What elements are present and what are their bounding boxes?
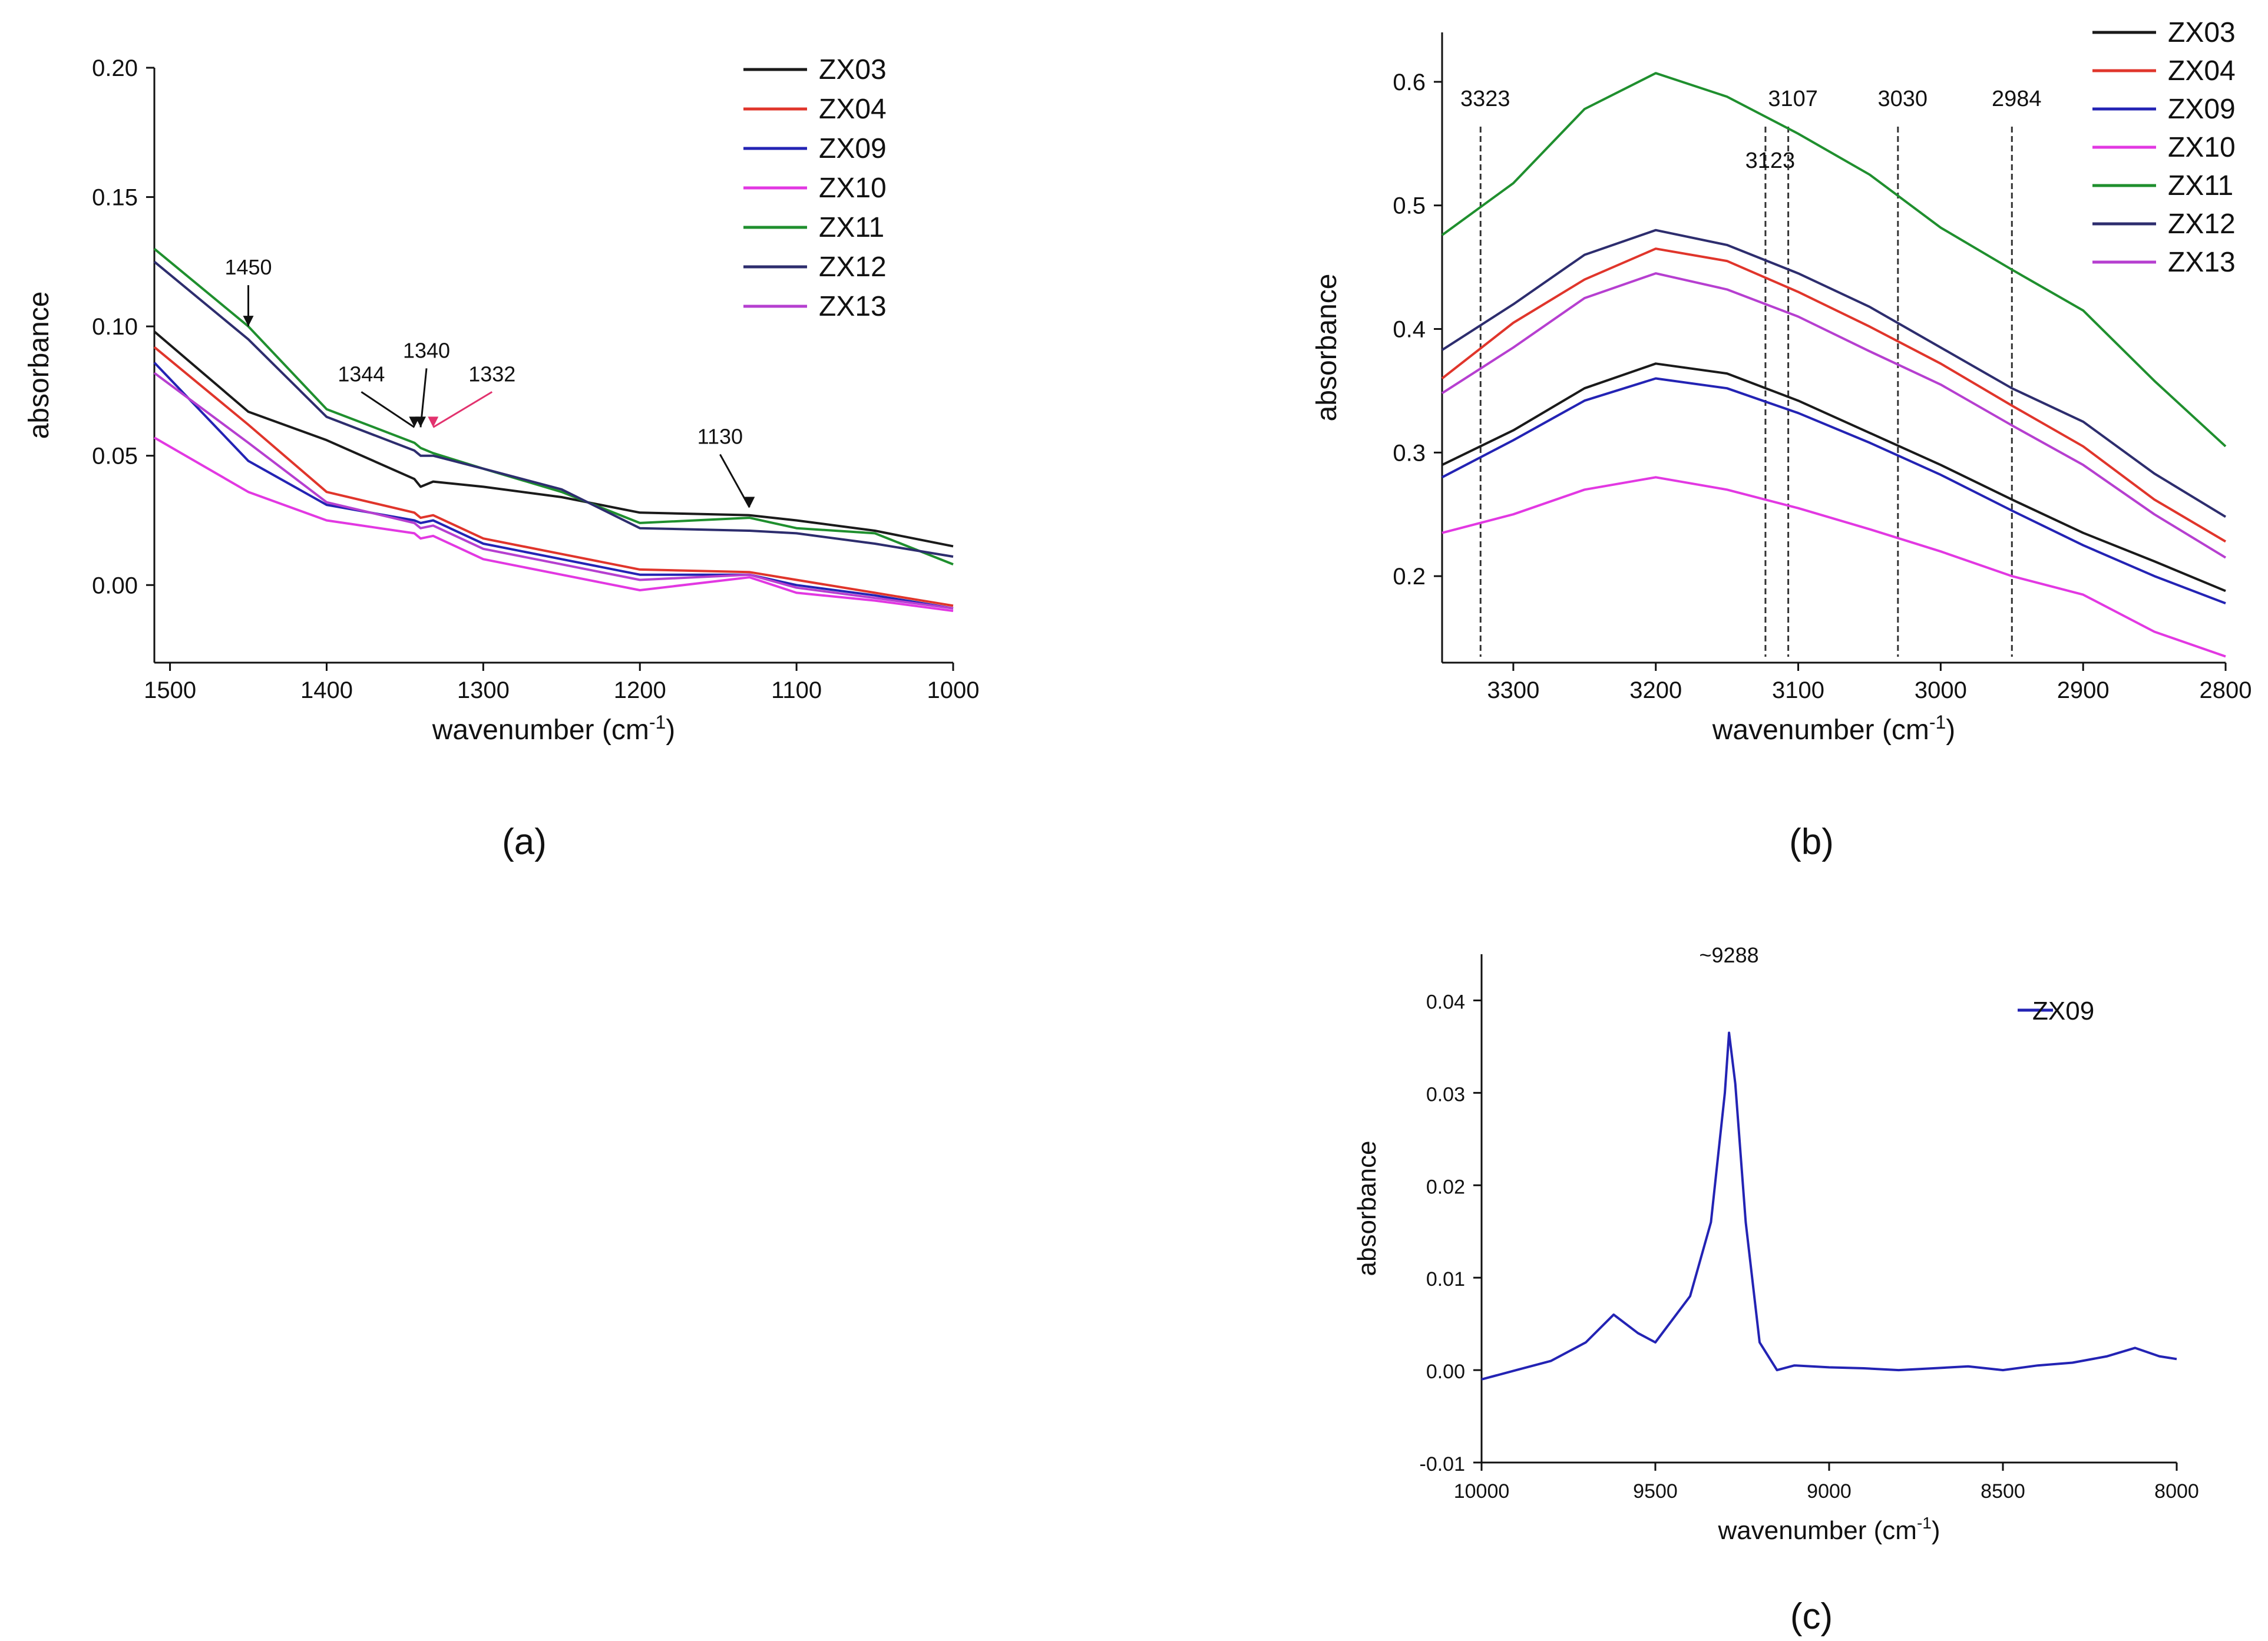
panel-b-legend-label: ZX04 — [2168, 55, 2236, 87]
panel-a-series-ZX04 — [153, 346, 954, 607]
panel-b-series-ZX11 — [1441, 72, 2227, 448]
panel-b-reference-label: 3123 — [1745, 148, 1796, 173]
panel-c-y-tick-label: -0.01 — [1420, 1453, 1466, 1475]
panel-a-series-ZX03 — [153, 330, 954, 548]
panel-b-x-tick-label: 3200 — [1629, 677, 1682, 703]
panel-b-series-ZX13 — [1441, 272, 2227, 559]
panel-a-legend-label: ZX12 — [819, 252, 887, 283]
panel-c-y-axis-label: absorbance — [1353, 1141, 1381, 1276]
panel-a-legend-label: ZX10 — [819, 173, 887, 204]
panel-b-legend-label: ZX10 — [2168, 132, 2236, 163]
panel-c-y-tick-label: 0.02 — [1426, 1176, 1465, 1198]
panel-c-series-ZX09 — [1481, 1031, 2177, 1381]
panel-b-y-tick-label: 0.3 — [1393, 440, 1426, 466]
panel-a-y-tick-label: 0.15 — [92, 185, 138, 211]
panel-b-reference-label: 3107 — [1768, 87, 1818, 111]
panel-c-annotation-label: ~9288 — [1700, 943, 1759, 967]
panel-b-series-ZX09 — [1442, 377, 2226, 605]
panel-a-annotation-label: 1344 — [338, 362, 385, 386]
panel-a-x-tick-label: 1400 — [300, 677, 353, 703]
panel-b-y-tick-label: 0.4 — [1393, 317, 1426, 343]
panel-b-series-ZX12 — [1441, 229, 2227, 518]
panel-a-legend-label: ZX03 — [819, 54, 887, 85]
panel-b-x-axis-label: wavenumber (cm-1) — [1712, 712, 1956, 746]
panel-a-annotation-arrow — [719, 454, 751, 508]
panel-c-y-tick-label: 0.01 — [1426, 1268, 1465, 1291]
panel-b-legend-label: ZX11 — [2168, 170, 2233, 201]
panel-a-series-ZX10 — [153, 436, 954, 613]
panel-a-x-axis-label: wavenumber (cm-1) — [432, 712, 676, 746]
panel-b-x-tick-label: 2800 — [2200, 677, 2252, 703]
panel-a-annotation-label: 1130 — [697, 425, 743, 449]
panel-b-y-tick-label: 0.6 — [1393, 70, 1426, 95]
panel-a-legend-label: ZX13 — [819, 291, 887, 322]
panel-b-series-ZX03 — [1442, 362, 2226, 593]
panel-a-annotation-arrowhead — [744, 497, 755, 508]
panel-a-annotation-arrow — [361, 391, 415, 428]
panel-a-legend-label: ZX11 — [819, 212, 884, 243]
panel-a-caption: (a) — [502, 822, 547, 862]
panel-a-x-tick-label: 1300 — [457, 677, 510, 703]
panel-a-x-tick-label: 1100 — [771, 677, 822, 703]
panel-b-x-tick-label: 3300 — [1487, 677, 1539, 703]
panel-b-legend-label: ZX09 — [2168, 94, 2236, 125]
panel-a-annotation-arrowhead — [428, 416, 439, 428]
panel-a-x-tick-label: 1200 — [614, 677, 666, 703]
panel-b-x-tick-label: 3000 — [1915, 677, 1967, 703]
panel-c-x-tick-label: 8000 — [2154, 1480, 2199, 1503]
panel-c-legend-label: ZX09 — [2032, 997, 2094, 1025]
panel-b-legend-label: ZX12 — [2168, 209, 2236, 240]
panel-a-series-ZX13 — [153, 372, 954, 610]
panel-a-annotation-label: 1340 — [403, 338, 450, 362]
panel-a-legend-label: ZX04 — [819, 94, 887, 125]
panel-b-legend-label: ZX03 — [2168, 17, 2236, 48]
panel-a-x-tick-label: 1000 — [927, 677, 980, 703]
panel-a-plot-area: 1500 1400 1300 1200 1100 1000 0.00 0.05 0.10 0.15… — [24, 54, 979, 746]
panel-b-y-axis-label: absorbance — [1311, 274, 1343, 422]
panel-b-series-ZX10 — [1442, 476, 2226, 658]
panel-c-y-tick-label: 0.04 — [1426, 991, 1465, 1013]
panel-b-reference-label: 2984 — [1992, 87, 2042, 111]
panel-a: 1500 1400 1300 1200 1100 1000 0.00 0.05 0.10 0.15… — [24, 54, 979, 862]
panel-b-plot-area: 3300 3200 3100 3000 2900 2800 0.2 0.3 0.4 0.5 0.6 w… — [1311, 17, 2252, 746]
panel-b-x-tick-label: 2900 — [2057, 677, 2110, 703]
panel-c-y-tick-label: 0.03 — [1426, 1083, 1465, 1106]
panel-a-y-tick-label: 0.10 — [92, 314, 138, 340]
panel-b-series-ZX04 — [1441, 247, 2227, 543]
panel-b-reference-label: 3323 — [1460, 87, 1510, 111]
panel-a-series-ZX09 — [153, 362, 954, 610]
panel-b-legend-label: ZX13 — [2168, 247, 2236, 278]
panel-a-y-tick-label: 0.20 — [92, 55, 138, 81]
panel-b-y-tick-label: 0.2 — [1393, 564, 1426, 590]
panel-c-x-tick-label: 9500 — [1633, 1480, 1678, 1503]
panel-a-y-axis-label: absorbance — [24, 292, 55, 439]
panel-a-y-tick-label: 0.05 — [92, 444, 138, 469]
panel-a-annotation-arrow — [432, 391, 493, 428]
panel-b-caption: (b) — [1789, 822, 1834, 862]
panel-a-legend-label: ZX09 — [819, 133, 887, 164]
panel-a-y-tick-label: 0.00 — [92, 573, 138, 598]
panel-a-annotation-label: 1332 — [468, 362, 515, 386]
panel-a-annotation-arrowhead — [415, 416, 426, 428]
panel-c-y-tick-label: 0.00 — [1426, 1361, 1465, 1383]
panel-a-x-tick-label: 1500 — [144, 677, 196, 703]
panel-c-x-tick-label: 9000 — [1807, 1480, 1852, 1503]
panel-a-annotation-label: 1450 — [224, 255, 272, 279]
panel-b: 3300 3200 3100 3000 2900 2800 0.2 0.3 0.4 0.5 0.6 w… — [1311, 17, 2252, 862]
panel-c: 10000 9500 9000 8500 8000 -0.01 0.00 0.01 0.02 0.… — [1353, 943, 2199, 1637]
panel-c-x-tick-label: 8500 — [1981, 1480, 2025, 1503]
panel-a-series-ZX12 — [153, 260, 954, 558]
panel-c-x-tick-label: 10000 — [1454, 1480, 1510, 1503]
panel-a-annotation-arrowhead — [243, 316, 254, 327]
panel-c-caption: (c) — [1790, 1596, 1833, 1637]
panel-c-x-axis-label: wavenumber (cm-1) — [1718, 1514, 1940, 1545]
panel-b-y-tick-label: 0.5 — [1393, 193, 1426, 219]
panel-b-x-tick-label: 3100 — [1772, 677, 1824, 703]
panel-c-plot-area: 10000 9500 9000 8500 8000 -0.01 0.00 0.01 0.02 0.… — [1353, 943, 2199, 1545]
panel-b-reference-label: 3030 — [1878, 87, 1928, 111]
